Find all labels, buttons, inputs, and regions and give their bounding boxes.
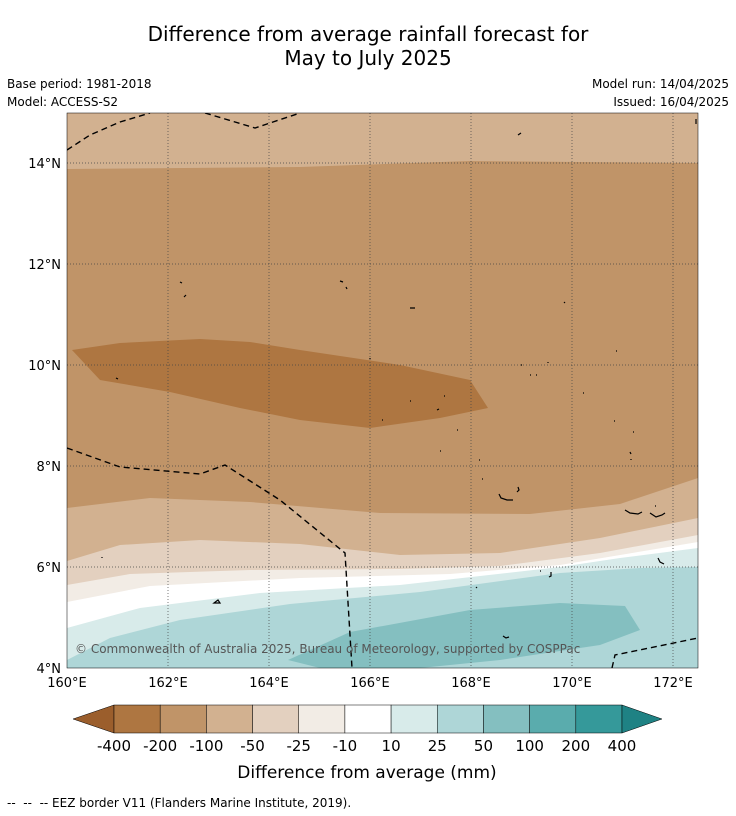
colorbar-tick-label: -100 — [189, 737, 223, 755]
fill-band-50-100-north — [67, 113, 698, 169]
title-line-1: Difference from average rainfall forecas… — [147, 22, 589, 46]
colorbar-segment — [206, 704, 253, 734]
colorbar-segment — [437, 704, 484, 734]
title-line-2: May to July 2025 — [284, 46, 452, 70]
colorbar-tick-label: 400 — [608, 737, 637, 755]
map-fills — [67, 113, 698, 668]
meta-right: Model run: 14/04/2025 Issued: 16/04/2025 — [592, 75, 729, 111]
lon-tick-label: 172°E — [653, 676, 693, 691]
colorbar-tick-label: -50 — [240, 737, 265, 755]
colorbar-segment — [252, 704, 299, 734]
issued-date: Issued: 16/04/2025 — [613, 95, 729, 109]
lon-tick-label: 160°E — [47, 676, 87, 691]
meta-left: Base period: 1981-2018 Model: ACCESS-S2 — [7, 75, 152, 111]
colorbar-segment — [483, 704, 530, 734]
lon-tick-label: 170°E — [552, 676, 592, 691]
colorbar-tick-label: 200 — [561, 737, 590, 755]
model-run: Model run: 14/04/2025 — [591, 77, 729, 91]
colorbar-tick-label: -10 — [333, 737, 358, 755]
colorbar: -400 -200 -100 -50 -25 -10 10 25 50 100 200 400 Dif… — [72, 704, 663, 783]
copyright-text: © Commonwealth of Australia 2025, Bureau… — [75, 642, 580, 656]
graticule — [67, 113, 698, 668]
colorbar-segment — [575, 704, 623, 734]
rainfall-map: © Commonwealth of Australia 2025, Bureau… — [28, 112, 699, 691]
latitude-axis: 14°N 12°N 10°N 8°N 6°N 4°N — [28, 157, 61, 677]
colorbar-segment — [298, 704, 346, 734]
colorbar-tick-label: -400 — [97, 737, 131, 755]
colorbar-tick-label: 50 — [474, 737, 493, 755]
colorbar-segment — [113, 704, 161, 734]
colorbar-segments — [113, 704, 623, 734]
eez-footnote: -- -- -- EEZ border V11 (Flanders Marine… — [7, 796, 352, 810]
lat-tick-label: 10°N — [28, 359, 61, 374]
model-name: Model: ACCESS-S2 — [7, 95, 119, 109]
fill-band-200-400 — [72, 339, 488, 428]
lon-tick-label: 164°E — [249, 676, 289, 691]
lat-tick-label: 12°N — [28, 258, 61, 273]
colorbar-segment — [529, 704, 577, 734]
colorbar-tick-label: 25 — [428, 737, 447, 755]
colorbar-ticks: -400 -200 -100 -50 -25 -10 10 25 50 100 200 400 — [97, 737, 636, 755]
colorbar-tick-label: -200 — [143, 737, 177, 755]
lon-tick-label: 162°E — [148, 676, 188, 691]
colorbar-segment — [159, 704, 207, 734]
lat-tick-label: 14°N — [28, 157, 61, 172]
colorbar-segment — [344, 704, 392, 734]
lat-tick-label: 8°N — [37, 460, 62, 475]
lon-tick-label: 168°E — [451, 676, 491, 691]
map-frame — [66, 112, 699, 669]
lat-tick-label: 6°N — [37, 561, 62, 576]
lon-tick-label: 166°E — [350, 676, 390, 691]
base-period: Base period: 1981-2018 — [7, 77, 152, 91]
map-title: Difference from average rainfall forecas… — [0, 22, 736, 70]
longitude-axis: 160°E 162°E 164°E 166°E 168°E 170°E 172°… — [47, 676, 693, 691]
colorbar-tick-label: 100 — [515, 737, 544, 755]
lat-tick-label: 4°N — [37, 662, 62, 677]
islands — [101, 119, 697, 639]
colorbar-tick-label: -25 — [286, 737, 311, 755]
colorbar-tick-label: 10 — [382, 737, 401, 755]
colorbar-segment — [390, 704, 438, 734]
colorbar-label: Difference from average (mm) — [237, 763, 496, 783]
colorbar-arrow-high — [621, 704, 663, 734]
fill-band-wet-50-100 — [288, 603, 640, 668]
eez-border — [67, 113, 698, 668]
colorbar-arrow-low — [72, 704, 115, 734]
